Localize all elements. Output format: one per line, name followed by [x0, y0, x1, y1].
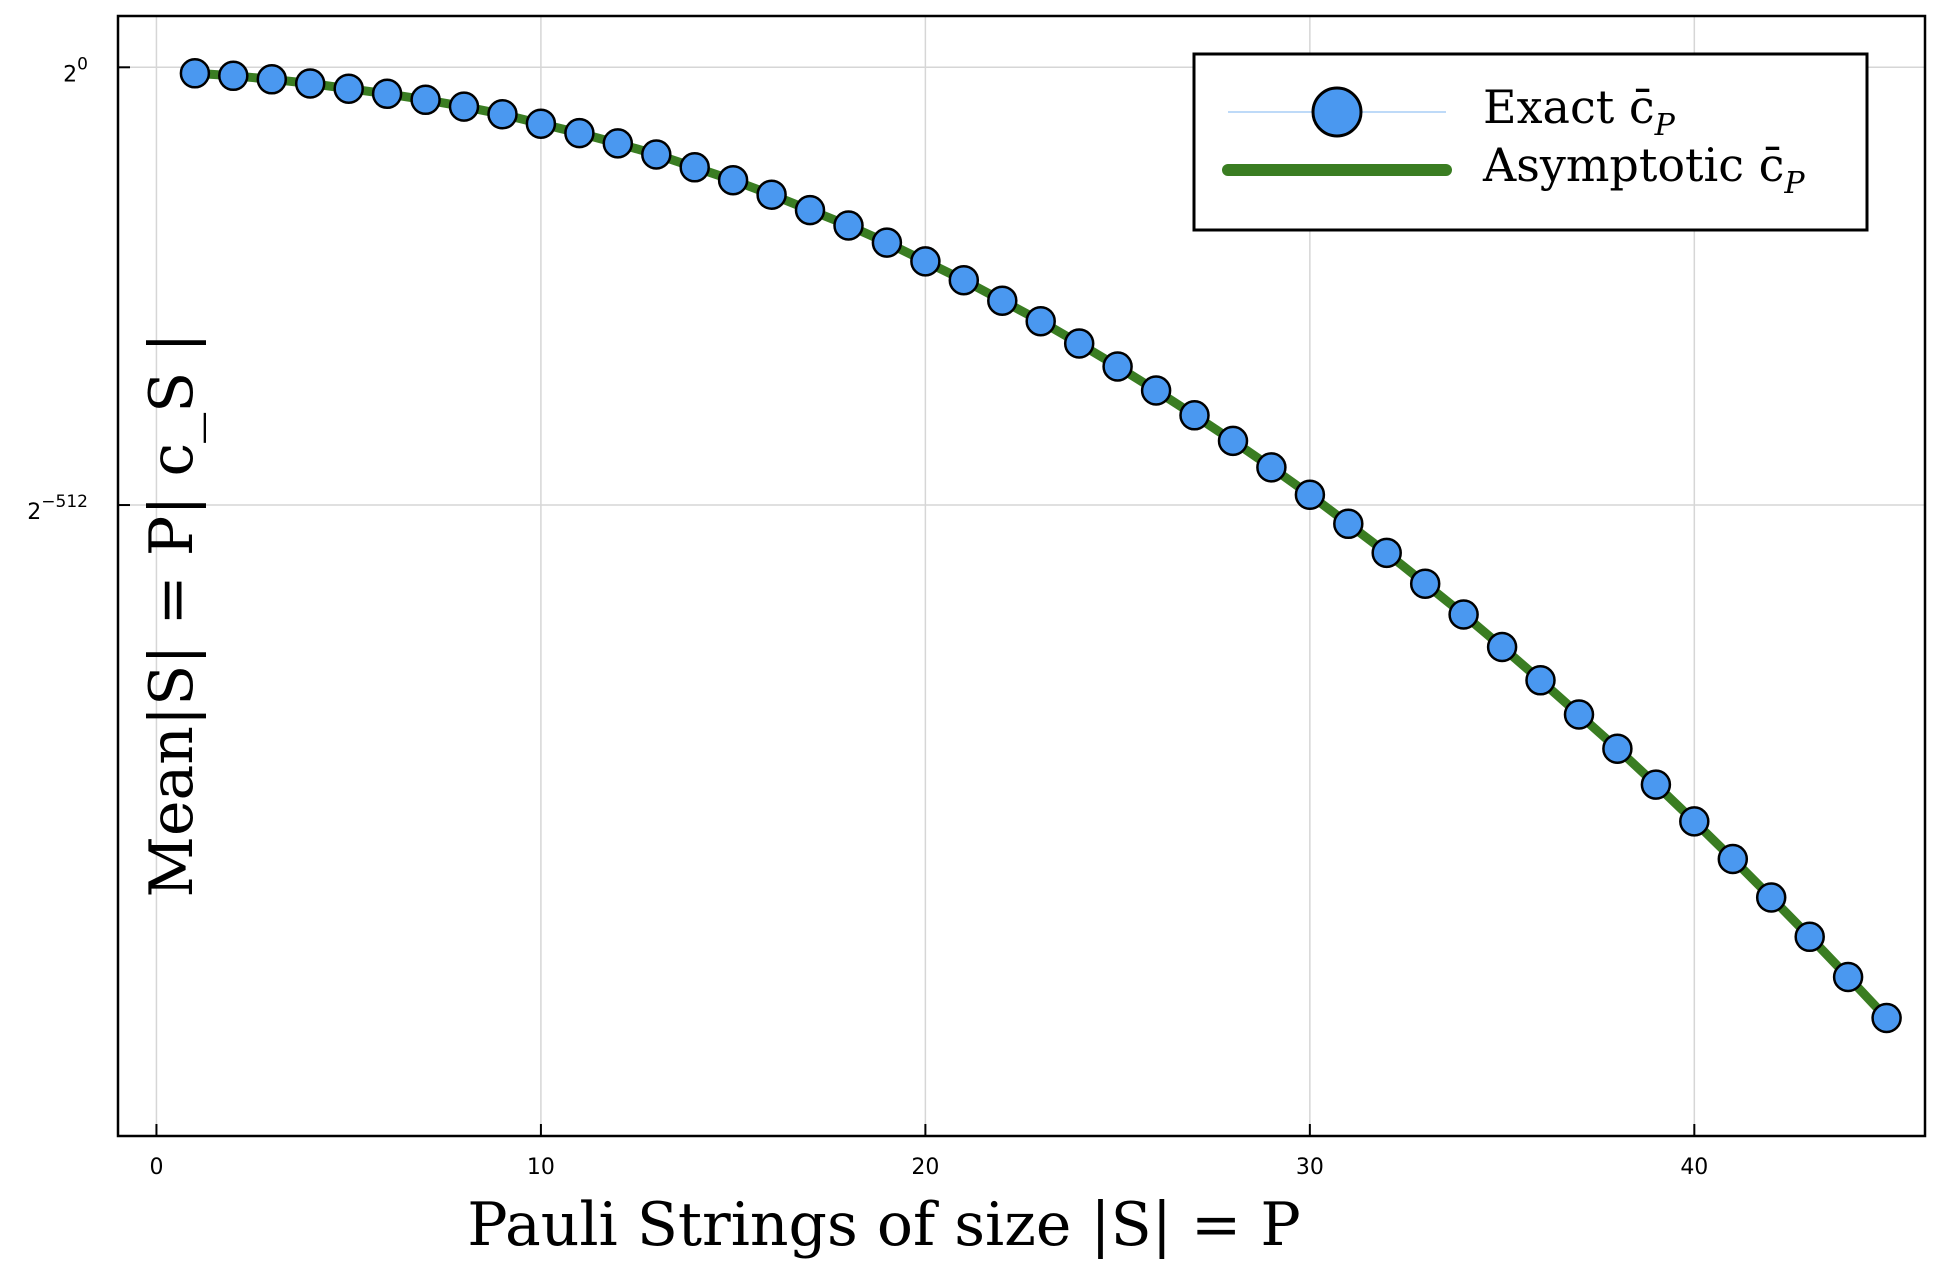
- exact-point: [1525, 665, 1556, 696]
- exact-point: [1140, 375, 1172, 406]
- exact-point: [1063, 328, 1095, 359]
- exact-point: [179, 58, 211, 89]
- y-axis-title: Mean|S| = P| c_S |: [137, 333, 207, 898]
- exact-point: [1717, 843, 1749, 875]
- exact-point: [948, 264, 980, 296]
- exact-point: [1217, 425, 1249, 457]
- x-tick-label: 10: [527, 1155, 555, 1180]
- exact-point: [1679, 806, 1710, 837]
- exact-point: [1102, 351, 1133, 382]
- exact-point: [1294, 479, 1326, 511]
- exact-point: [1871, 1002, 1902, 1034]
- exact-point: [487, 99, 518, 130]
- exact-point: [448, 91, 480, 122]
- exact-point: [641, 139, 672, 170]
- x-tick-label: 30: [1296, 1155, 1324, 1180]
- exact-point: [525, 108, 557, 139]
- x-axis-title: Pauli Strings of size |S| = P: [467, 1190, 1300, 1260]
- exact-point: [333, 73, 364, 104]
- legend: Exact c̄P Asymptotic c̄P: [1192, 52, 1869, 232]
- exact-point: [1794, 921, 1825, 953]
- legend-label-asymptotic: Asymptotic c̄P: [1482, 138, 1805, 201]
- exact-point: [794, 194, 826, 226]
- exact-point: [1409, 568, 1441, 599]
- exact-point: [756, 179, 787, 210]
- exact-point: [294, 68, 326, 99]
- x-tick-label: 20: [911, 1155, 939, 1180]
- exact-point: [833, 210, 864, 241]
- exact-point: [1486, 631, 1518, 663]
- exact-point: [1602, 733, 1633, 764]
- exact-series: [179, 58, 1902, 1034]
- y-tick-label: 20: [63, 54, 88, 87]
- exact-point: [256, 64, 288, 95]
- exact-point: [410, 84, 441, 116]
- legend-box: [1192, 52, 1869, 232]
- x-tick-label: 40: [1680, 1155, 1708, 1180]
- exact-point: [1179, 400, 1210, 431]
- exact-point: [1832, 961, 1864, 993]
- exact-point: [987, 285, 1018, 316]
- exact-point: [1371, 537, 1402, 569]
- exact-point: [679, 152, 710, 183]
- x-tick-label: 0: [149, 1155, 163, 1180]
- y-tick-label: 2−512: [27, 492, 88, 525]
- plot-frame: [116, 14, 1927, 1138]
- exact-point: [371, 78, 403, 110]
- legend-label-exact: Exact c̄P: [1483, 80, 1676, 143]
- exact-point: [564, 117, 595, 149]
- x-axis-ticks: 0 10 20 30 40: [149, 1124, 1708, 1180]
- exact-point: [1563, 699, 1595, 730]
- exact-point: [1025, 305, 1056, 337]
- exact-point: [871, 227, 903, 258]
- legend-marker-exact: [1311, 86, 1363, 138]
- exact-point: [218, 60, 249, 92]
- exact-point: [717, 164, 749, 196]
- exact-point: [602, 128, 634, 159]
- exact-point: [1640, 769, 1672, 800]
- exact-point: [1256, 452, 1287, 483]
- y-axis-ticks: 20 2−512: [27, 54, 130, 525]
- exact-point: [1448, 599, 1479, 630]
- exact-point: [1333, 508, 1364, 540]
- exact-point: [910, 246, 941, 277]
- exact-point: [1755, 882, 1787, 913]
